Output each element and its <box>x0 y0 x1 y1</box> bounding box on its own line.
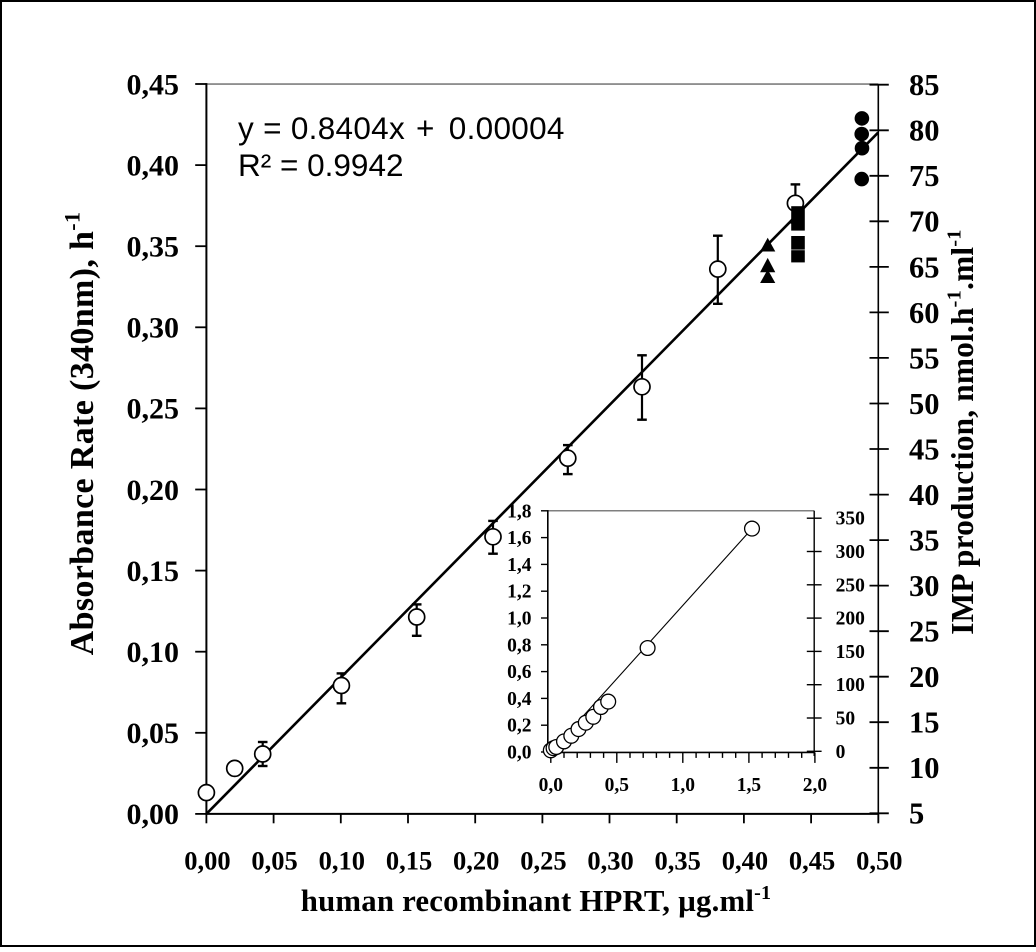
svg-text:50: 50 <box>836 709 856 730</box>
svg-text:55: 55 <box>909 341 940 375</box>
svg-text:10: 10 <box>909 751 940 785</box>
svg-text:0,20: 0,20 <box>453 845 499 875</box>
svg-text:y = 0.8404x+0.00004: y = 0.8404x +0.00004 <box>238 110 565 146</box>
svg-text:0,05: 0,05 <box>127 717 180 750</box>
svg-text:1,0: 1,0 <box>507 609 531 630</box>
svg-text:150: 150 <box>836 642 865 663</box>
svg-text:5: 5 <box>909 797 924 831</box>
svg-text:1,5: 1,5 <box>737 775 762 796</box>
svg-text:0,0: 0,0 <box>539 775 563 796</box>
svg-text:70: 70 <box>909 205 940 239</box>
svg-text:0,40: 0,40 <box>722 845 768 875</box>
svg-text:0,25: 0,25 <box>520 845 566 875</box>
svg-text:0,30: 0,30 <box>127 312 180 345</box>
svg-text:0,40: 0,40 <box>127 149 180 182</box>
svg-text:0,30: 0,30 <box>587 845 633 875</box>
svg-text:0,25: 0,25 <box>127 393 180 426</box>
svg-text:75: 75 <box>909 159 940 193</box>
svg-text:0,35: 0,35 <box>655 845 701 875</box>
svg-text:R² = 0.9942: R² = 0.9942 <box>238 147 403 183</box>
svg-text:80: 80 <box>909 114 940 148</box>
svg-text:0,50: 0,50 <box>856 845 902 875</box>
svg-text:0,00: 0,00 <box>184 845 230 875</box>
svg-text:0: 0 <box>836 742 846 763</box>
svg-text:0,00: 0,00 <box>127 798 180 831</box>
svg-text:0,35: 0,35 <box>127 231 180 264</box>
svg-text:30: 30 <box>909 569 940 603</box>
svg-text:0,10: 0,10 <box>127 636 180 669</box>
svg-text:0,15: 0,15 <box>386 845 432 875</box>
svg-text:45: 45 <box>909 432 940 466</box>
svg-text:300: 300 <box>836 542 865 563</box>
svg-text:1,8: 1,8 <box>507 501 532 522</box>
svg-text:1,6: 1,6 <box>507 528 532 549</box>
svg-text:0,05: 0,05 <box>251 845 297 875</box>
svg-text:0,15: 0,15 <box>127 555 180 588</box>
svg-text:0,5: 0,5 <box>605 775 630 796</box>
svg-text:65: 65 <box>909 250 940 284</box>
svg-text:1,4: 1,4 <box>507 555 532 576</box>
svg-text:0,8: 0,8 <box>507 635 532 656</box>
svg-text:0,0: 0,0 <box>507 743 531 764</box>
svg-text:0,45: 0,45 <box>127 68 180 101</box>
svg-text:350: 350 <box>836 509 865 530</box>
svg-text:50: 50 <box>909 387 940 421</box>
svg-text:85: 85 <box>909 68 940 102</box>
svg-text:Absorbance Rate (340nm), h-1: Absorbance Rate (340nm), h-1 <box>60 212 102 656</box>
svg-text:0,45: 0,45 <box>789 845 835 875</box>
svg-text:60: 60 <box>909 296 940 330</box>
svg-text:0,2: 0,2 <box>507 716 531 737</box>
svg-text:1,2: 1,2 <box>507 582 531 603</box>
svg-text:1,0: 1,0 <box>671 775 695 796</box>
svg-text:100: 100 <box>836 675 865 696</box>
svg-text:0,4: 0,4 <box>507 689 532 710</box>
svg-text:20: 20 <box>909 660 940 694</box>
svg-text:200: 200 <box>836 609 865 630</box>
svg-text:35: 35 <box>909 524 940 558</box>
svg-text:0,10: 0,10 <box>319 845 365 875</box>
svg-text:40: 40 <box>909 478 940 512</box>
svg-text:0,6: 0,6 <box>507 662 532 683</box>
svg-text:0,20: 0,20 <box>127 474 180 507</box>
svg-text:IMP production, nmol.h-1.ml-1: IMP production, nmol.h-1.ml-1 <box>944 229 981 634</box>
svg-text:2,0: 2,0 <box>803 775 827 796</box>
svg-text:250: 250 <box>836 575 865 596</box>
svg-text:15: 15 <box>909 706 940 740</box>
svg-text:human recombinant HPRT, µg.ml-: human recombinant HPRT, µg.ml-1 <box>301 882 771 918</box>
svg-text:25: 25 <box>909 615 940 649</box>
